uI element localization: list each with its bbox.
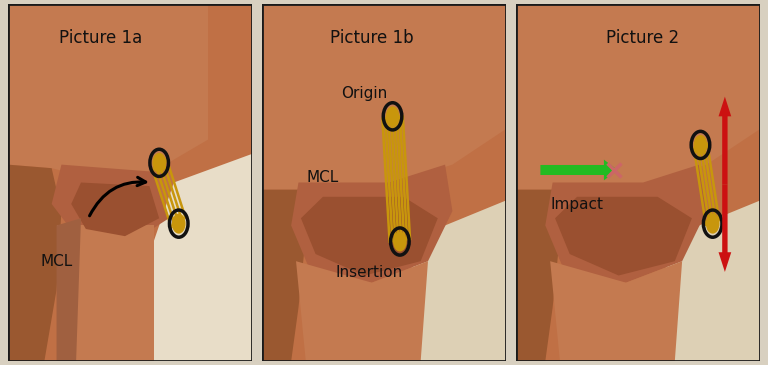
FancyArrow shape [719, 184, 731, 272]
FancyArrowPatch shape [90, 177, 146, 216]
Circle shape [706, 214, 720, 234]
Polygon shape [638, 200, 760, 361]
Polygon shape [57, 218, 81, 361]
Text: Impact: Impact [550, 197, 603, 212]
Text: Picture 2: Picture 2 [607, 29, 680, 47]
FancyArrow shape [719, 97, 731, 184]
Text: Picture 1a: Picture 1a [59, 29, 142, 47]
Polygon shape [516, 4, 760, 197]
Text: MCL: MCL [306, 170, 339, 185]
Polygon shape [8, 4, 208, 182]
Text: Picture 1b: Picture 1b [330, 29, 414, 47]
Polygon shape [550, 261, 682, 361]
Polygon shape [71, 182, 159, 236]
Polygon shape [262, 4, 506, 197]
Polygon shape [291, 165, 452, 283]
Polygon shape [545, 165, 707, 283]
Polygon shape [301, 197, 438, 276]
Circle shape [386, 106, 399, 126]
Polygon shape [51, 165, 169, 243]
Circle shape [172, 214, 186, 234]
Text: Origin: Origin [341, 86, 388, 101]
Circle shape [152, 153, 166, 173]
Polygon shape [296, 261, 428, 361]
Polygon shape [262, 190, 306, 361]
Text: Insertion: Insertion [336, 265, 403, 280]
Polygon shape [8, 165, 61, 361]
Polygon shape [150, 154, 252, 361]
Text: MCL: MCL [41, 254, 73, 269]
Polygon shape [516, 190, 560, 361]
Circle shape [694, 135, 707, 155]
Circle shape [393, 231, 407, 251]
FancyArrow shape [541, 160, 617, 180]
Polygon shape [57, 226, 154, 361]
Polygon shape [555, 197, 692, 276]
Polygon shape [384, 200, 506, 361]
